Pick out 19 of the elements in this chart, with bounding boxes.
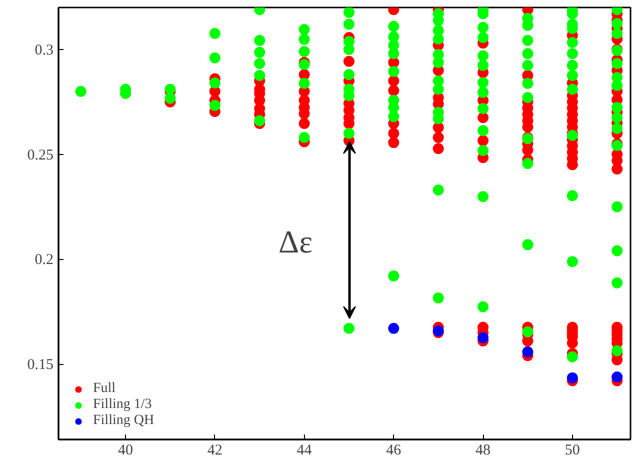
y-tick-label: 0.15 xyxy=(27,357,54,374)
point xyxy=(388,322,400,334)
x-tick-label: 46 xyxy=(386,442,402,458)
x-tick-label: 48 xyxy=(476,442,491,458)
point xyxy=(478,332,489,344)
legend-label: Filling QH xyxy=(93,413,154,429)
y-tick-label: 0.25 xyxy=(27,147,54,164)
point xyxy=(612,372,623,382)
legend-label: Filling 1/3 xyxy=(93,397,152,413)
y-tick-label: 0.2 xyxy=(34,252,54,268)
legend-label: Full xyxy=(93,381,116,397)
x-tick-label: 50 xyxy=(564,442,580,458)
point xyxy=(522,346,534,358)
x-tick-label: 40 xyxy=(118,442,134,458)
x-tick-label: 42 xyxy=(207,442,222,458)
point xyxy=(566,372,578,384)
annotation: Δε xyxy=(278,224,313,260)
y-tick-label: 0.3 xyxy=(34,42,54,58)
x-tick-label: 44 xyxy=(296,442,312,458)
